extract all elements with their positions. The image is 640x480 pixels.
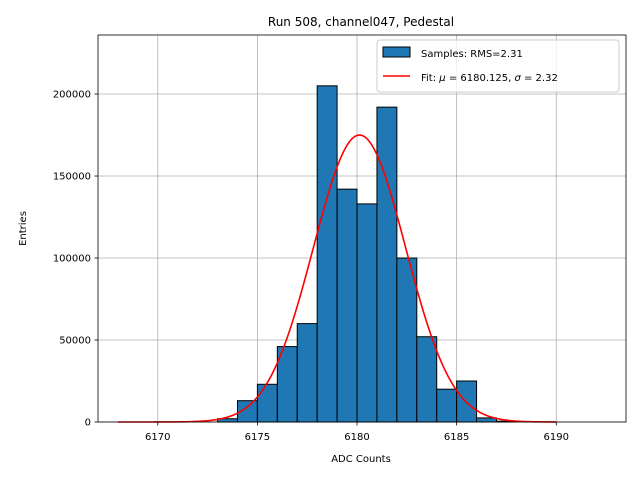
x-tick-label: 6180 xyxy=(344,432,369,443)
legend: Samples: RMS=2.31 Fit: μ = 6180.125, σ =… xyxy=(376,39,620,93)
x-tick-label: 6170 xyxy=(145,432,170,443)
y-tick-label: 100000 xyxy=(53,254,91,265)
y-tick-label: 50000 xyxy=(59,336,91,347)
histogram-bar xyxy=(436,388,458,423)
histogram-bar xyxy=(256,383,278,423)
histogram-bar xyxy=(416,336,438,423)
histogram-bar xyxy=(316,85,338,423)
x-tick-label: 6190 xyxy=(544,432,569,443)
axis-ticks: 6170 6175 6180 6185 6190 0 50000 100000 150000 20… xyxy=(53,90,569,443)
histogram-bar xyxy=(336,188,358,423)
histogram-bar xyxy=(396,257,418,423)
legend-box xyxy=(376,39,620,93)
x-axis-label: ADC Counts xyxy=(331,454,391,465)
x-tick-label: 6175 xyxy=(245,432,270,443)
plot-frame xyxy=(97,34,627,423)
legend-histogram-swatch xyxy=(382,46,411,58)
y-tick-label: 150000 xyxy=(53,172,91,183)
histogram-bar xyxy=(356,203,378,423)
x-tick-label: 6185 xyxy=(444,432,469,443)
histogram-bar xyxy=(376,106,398,423)
legend-histogram-label: Samples: RMS=2.31 xyxy=(421,49,523,60)
histogram-bars xyxy=(217,85,517,423)
chart-title: Run 508, channel047, Pedestal xyxy=(268,15,454,29)
legend-fit-label: Fit: μ = 6180.125, σ = 2.32 xyxy=(421,73,558,84)
y-tick-label: 200000 xyxy=(53,90,91,101)
y-axis-label: Entries xyxy=(18,211,29,246)
y-tick-label: 0 xyxy=(85,418,91,429)
histogram-bar xyxy=(296,323,318,423)
